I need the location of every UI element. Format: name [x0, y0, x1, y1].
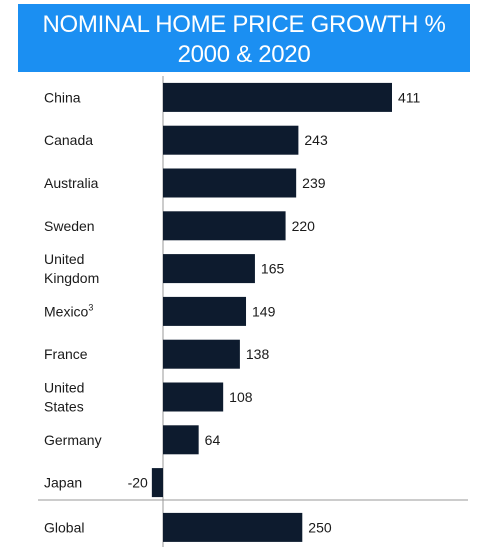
category-label: United — [44, 251, 84, 267]
data-label: 149 — [252, 303, 276, 319]
category-label: United — [44, 380, 84, 396]
category-label: Sweden — [44, 218, 95, 234]
bar — [163, 254, 255, 284]
bar — [163, 339, 240, 369]
category-label: France — [44, 346, 88, 362]
category-label: Global — [44, 519, 84, 535]
data-label: 108 — [229, 389, 253, 405]
bar — [163, 168, 297, 198]
chart-title-banner: NOMINAL HOME PRICE GROWTH % 2000 & 2020 — [18, 4, 470, 72]
chart-title-line-2: 2000 & 2020 — [177, 41, 311, 68]
footnote-marker: 3 — [88, 302, 93, 312]
bar — [163, 512, 303, 542]
data-label: 138 — [246, 346, 270, 362]
data-label: -20 — [128, 475, 148, 491]
category-label: States — [44, 399, 84, 415]
bar — [163, 296, 247, 326]
category-label: Japan — [44, 475, 82, 491]
bar — [163, 82, 392, 112]
category-label: Germany — [44, 432, 102, 448]
data-label: 64 — [205, 432, 221, 448]
category-label: Mexico3 — [44, 302, 93, 319]
bar — [163, 211, 286, 241]
data-label: 220 — [292, 218, 316, 234]
bar — [163, 382, 224, 412]
bar — [163, 125, 299, 155]
bar — [163, 425, 199, 455]
bar — [151, 468, 163, 498]
data-label: 239 — [302, 175, 326, 191]
data-label: 165 — [261, 261, 285, 277]
data-label: 243 — [304, 132, 328, 148]
category-label: Australia — [44, 175, 99, 191]
data-label: 411 — [398, 89, 421, 105]
category-label: Kingdom — [44, 270, 99, 286]
category-label: China — [44, 89, 81, 105]
chart-title-line-1: NOMINAL HOME PRICE GROWTH % — [42, 11, 446, 38]
data-label: 250 — [308, 519, 332, 535]
category-label: Canada — [44, 132, 93, 148]
